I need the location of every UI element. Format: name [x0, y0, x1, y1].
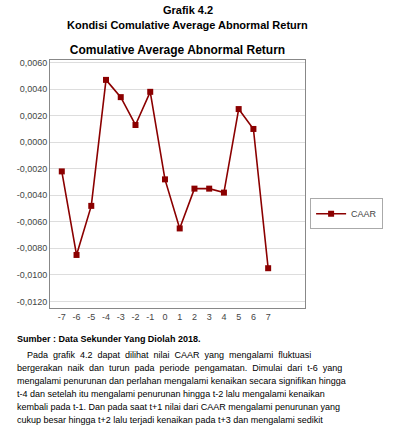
- svg-text:3: 3: [207, 312, 212, 322]
- svg-text:t-4 dan setelah itu mengalami: t-4 dan setelah itu mengalami penurunan …: [17, 389, 325, 399]
- svg-text:-2: -2: [131, 312, 139, 322]
- svg-text:Pada grafik 4.2 dapat dili: Pada grafik 4.2 dapat dilihat nilai CAAR…: [17, 350, 311, 360]
- svg-text:-6: -6: [73, 312, 81, 322]
- svg-text:Comulative Average Abnormal Re: Comulative Average Abnormal Return: [70, 43, 285, 57]
- svg-text:Grafik 4.2: Grafik 4.2: [163, 4, 213, 16]
- svg-text:-0,0060: -0,0060: [17, 217, 48, 227]
- svg-text:-0,0040: -0,0040: [17, 190, 48, 200]
- svg-text:-0,0120: -0,0120: [17, 297, 48, 307]
- svg-text:2: 2: [192, 312, 197, 322]
- svg-text:5: 5: [236, 312, 241, 322]
- svg-text:mengalami penurunan dan perlah: mengalami penurunan dan perlahan mengala…: [17, 376, 346, 386]
- svg-text:-0,0020: -0,0020: [17, 164, 48, 174]
- svg-text:cukup besar hingga t+2 lalu te: cukup besar hingga t+2 lalu terjadi kena…: [17, 415, 323, 425]
- svg-text:-7: -7: [58, 312, 66, 322]
- svg-text:kembali pada t-1. Dan pada saa: kembali pada t-1. Dan pada saat t+1 nila…: [17, 402, 340, 412]
- svg-text:0,0000: 0,0000: [20, 137, 48, 147]
- svg-text:0: 0: [162, 312, 167, 322]
- svg-text:7: 7: [266, 312, 271, 322]
- svg-text:-1: -1: [146, 312, 154, 322]
- svg-text:0,0020: 0,0020: [20, 111, 48, 121]
- svg-text:0,0060: 0,0060: [20, 58, 48, 68]
- svg-text:-3: -3: [117, 312, 125, 322]
- svg-text:-4: -4: [102, 312, 110, 322]
- svg-text:1: 1: [177, 312, 182, 322]
- svg-text:CAAR: CAAR: [351, 209, 377, 219]
- svg-text:0,0040: 0,0040: [20, 84, 48, 94]
- svg-text:4: 4: [221, 312, 226, 322]
- svg-text:Kondisi Comulative Average Abn: Kondisi Comulative Average Abnormal Retu…: [67, 19, 308, 31]
- svg-text:6: 6: [251, 312, 256, 322]
- svg-text:-0,0100: -0,0100: [17, 270, 48, 280]
- svg-text:bergerakan naik dan turun: bergerakan naik dan turun pada periode p…: [17, 363, 342, 373]
- svg-text:Sumber : Data Sekunder Yang Di: Sumber : Data Sekunder Yang Diolah 2018.: [17, 334, 200, 344]
- svg-text:-5: -5: [87, 312, 95, 322]
- svg-text:-0,0080: -0,0080: [17, 243, 48, 253]
